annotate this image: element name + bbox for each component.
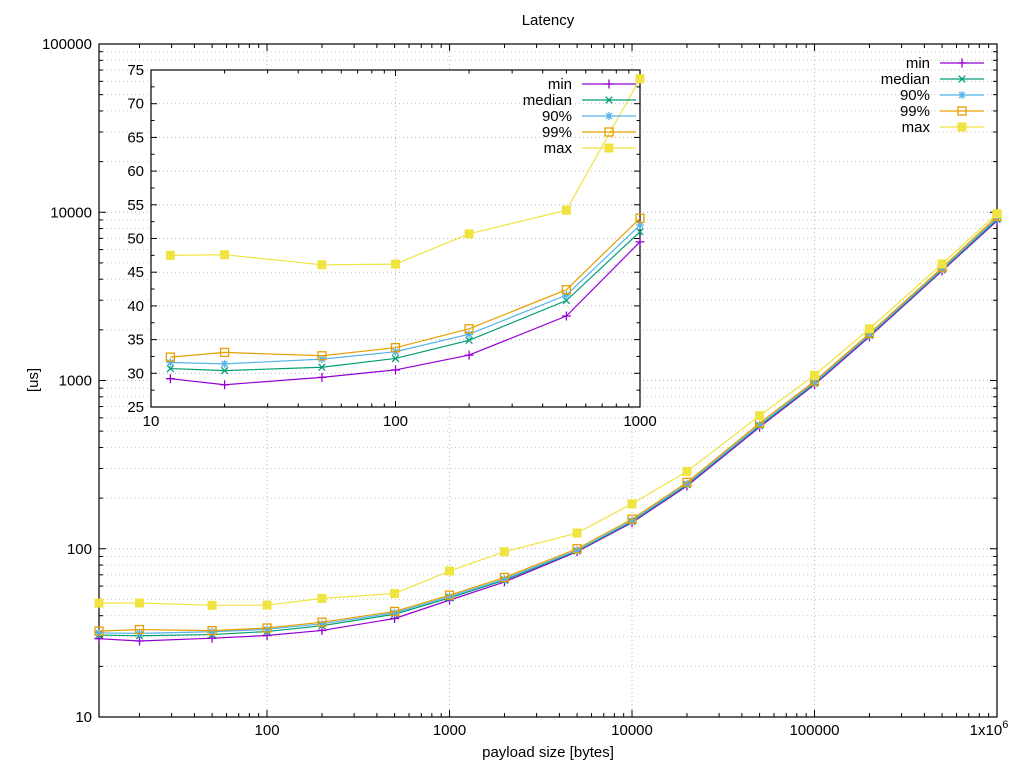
svg-text:1x106: 1x106 bbox=[970, 719, 1009, 739]
legend-label-99%: 99% bbox=[900, 103, 930, 120]
legend-label-median: median bbox=[881, 71, 930, 88]
legend-label-max: max bbox=[544, 140, 573, 157]
inset-series-median bbox=[166, 228, 644, 375]
svg-text:10000: 10000 bbox=[50, 204, 92, 221]
svg-text:10: 10 bbox=[143, 413, 160, 430]
legend-label-median: median bbox=[523, 92, 572, 109]
svg-text:45: 45 bbox=[127, 264, 144, 281]
y-axis-title: [us] bbox=[25, 368, 42, 392]
main-series-90% bbox=[95, 214, 1001, 638]
inset-plot: 25 30 35 40 45 50 55 60 65 70 75 10 100 1000 bbox=[127, 62, 656, 430]
svg-text:1000: 1000 bbox=[433, 722, 466, 739]
svg-text:100: 100 bbox=[383, 413, 408, 430]
legend-label-max: max bbox=[902, 119, 931, 136]
svg-text:55: 55 bbox=[127, 197, 144, 214]
legend-label-min: min bbox=[906, 55, 930, 72]
main-series-max bbox=[94, 209, 1002, 610]
inset-series-max bbox=[165, 74, 645, 270]
main-series-99% bbox=[94, 211, 1002, 636]
main-series bbox=[94, 209, 1002, 646]
svg-text:1000: 1000 bbox=[623, 413, 656, 430]
svg-text:40: 40 bbox=[127, 298, 144, 315]
main-axes: 100 1000 10000 100000 1x106 10 100 1000 10000 100… bbox=[42, 36, 1008, 739]
svg-text:100: 100 bbox=[67, 541, 92, 558]
svg-text:25: 25 bbox=[127, 399, 144, 416]
legend-label-90%: 90% bbox=[542, 108, 572, 125]
svg-text:100000: 100000 bbox=[789, 722, 839, 739]
svg-text:65: 65 bbox=[127, 129, 144, 146]
svg-text:70: 70 bbox=[127, 96, 144, 113]
x-axis-title: payload size [bytes] bbox=[482, 744, 614, 761]
inset-series-99% bbox=[165, 213, 645, 362]
svg-text:10000: 10000 bbox=[611, 722, 653, 739]
inset-series bbox=[165, 74, 645, 390]
legend-label-99%: 99% bbox=[542, 124, 572, 141]
inset-series-min bbox=[165, 237, 645, 390]
svg-text:50: 50 bbox=[127, 231, 144, 248]
svg-text:10: 10 bbox=[75, 709, 92, 726]
svg-text:30: 30 bbox=[127, 365, 144, 382]
legend-label-min: min bbox=[548, 76, 572, 93]
svg-text:100000: 100000 bbox=[42, 36, 92, 53]
svg-text:35: 35 bbox=[127, 332, 144, 349]
chart-title: Latency bbox=[522, 12, 575, 29]
svg-text:100: 100 bbox=[255, 722, 280, 739]
svg-text:1000: 1000 bbox=[59, 373, 92, 390]
svg-text:60: 60 bbox=[127, 163, 144, 180]
legend-label-90%: 90% bbox=[900, 87, 930, 104]
svg-text:75: 75 bbox=[127, 62, 144, 79]
